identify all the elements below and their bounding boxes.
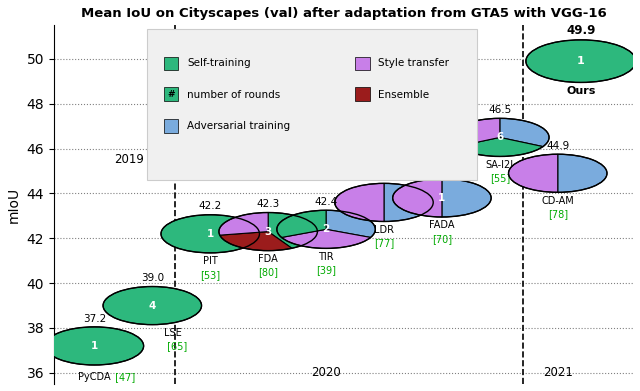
Text: 4: 4 bbox=[148, 301, 156, 310]
Wedge shape bbox=[442, 179, 491, 217]
Text: LSE: LSE bbox=[164, 328, 182, 338]
Text: [53]: [53] bbox=[200, 270, 220, 280]
Wedge shape bbox=[509, 154, 557, 192]
FancyBboxPatch shape bbox=[164, 87, 179, 100]
Text: LDR: LDR bbox=[374, 225, 394, 235]
Text: [47]: [47] bbox=[112, 372, 135, 382]
Wedge shape bbox=[45, 327, 143, 365]
Text: 1: 1 bbox=[577, 56, 585, 66]
Text: 42.3: 42.3 bbox=[257, 199, 280, 209]
Text: 2: 2 bbox=[323, 224, 330, 234]
Text: [78]: [78] bbox=[548, 209, 568, 219]
Wedge shape bbox=[268, 213, 317, 248]
Text: 1: 1 bbox=[438, 193, 445, 203]
Text: TIR: TIR bbox=[318, 252, 334, 262]
Text: SA-I2I: SA-I2I bbox=[486, 160, 514, 170]
Wedge shape bbox=[393, 179, 442, 217]
Wedge shape bbox=[451, 118, 500, 147]
Wedge shape bbox=[557, 154, 607, 192]
Wedge shape bbox=[277, 210, 326, 237]
FancyBboxPatch shape bbox=[355, 57, 369, 70]
Wedge shape bbox=[161, 215, 259, 253]
Wedge shape bbox=[282, 230, 371, 248]
Text: PyCDA: PyCDA bbox=[78, 372, 111, 382]
Wedge shape bbox=[500, 118, 549, 147]
Text: 42.2: 42.2 bbox=[198, 201, 222, 212]
Wedge shape bbox=[220, 231, 292, 251]
Text: 46.5: 46.5 bbox=[488, 105, 511, 115]
Text: 37.2: 37.2 bbox=[83, 314, 106, 323]
Text: 6: 6 bbox=[496, 133, 504, 142]
Text: [39]: [39] bbox=[316, 265, 336, 275]
Text: #: # bbox=[168, 90, 175, 99]
Text: 43.6: 43.6 bbox=[372, 170, 396, 180]
Text: number of rounds: number of rounds bbox=[187, 90, 280, 100]
Title: Mean IoU on Cityscapes (val) after adaptation from GTA5 with VGG-16: Mean IoU on Cityscapes (val) after adapt… bbox=[81, 7, 606, 20]
Y-axis label: mIoU: mIoU bbox=[7, 187, 21, 223]
FancyBboxPatch shape bbox=[164, 120, 179, 133]
Text: 1: 1 bbox=[207, 229, 214, 239]
Text: Ensemble: Ensemble bbox=[378, 90, 429, 100]
Text: PIT: PIT bbox=[203, 256, 218, 266]
Wedge shape bbox=[219, 213, 268, 235]
Text: CD-AM: CD-AM bbox=[541, 196, 574, 206]
Text: Self-training: Self-training bbox=[187, 58, 251, 68]
Text: 49.9: 49.9 bbox=[566, 24, 596, 37]
Wedge shape bbox=[384, 183, 433, 221]
Text: 44.9: 44.9 bbox=[546, 141, 570, 151]
FancyBboxPatch shape bbox=[147, 29, 477, 179]
Text: Ours: Ours bbox=[566, 86, 596, 96]
Text: [70]: [70] bbox=[432, 234, 452, 244]
Text: 2019: 2019 bbox=[114, 153, 144, 166]
Text: 2021: 2021 bbox=[543, 366, 573, 379]
Wedge shape bbox=[526, 40, 636, 83]
Wedge shape bbox=[335, 183, 384, 221]
Text: [65]: [65] bbox=[164, 341, 187, 352]
Text: 39.0: 39.0 bbox=[141, 273, 164, 283]
Text: [77]: [77] bbox=[374, 238, 394, 248]
Text: FDA: FDA bbox=[259, 254, 278, 264]
Text: 43.8: 43.8 bbox=[430, 165, 454, 176]
Text: 1: 1 bbox=[91, 341, 98, 351]
Text: 3: 3 bbox=[264, 226, 272, 237]
Text: Style transfer: Style transfer bbox=[378, 58, 449, 68]
Text: Adversarial training: Adversarial training bbox=[187, 122, 290, 131]
Text: FADA: FADA bbox=[429, 221, 454, 230]
FancyBboxPatch shape bbox=[355, 87, 369, 100]
Text: [80]: [80] bbox=[258, 267, 278, 278]
Text: [55]: [55] bbox=[490, 173, 510, 183]
Text: 42.4: 42.4 bbox=[314, 197, 338, 207]
FancyBboxPatch shape bbox=[164, 57, 179, 70]
Wedge shape bbox=[103, 287, 202, 325]
Text: 2020: 2020 bbox=[311, 366, 341, 379]
Wedge shape bbox=[457, 137, 543, 156]
Wedge shape bbox=[326, 210, 375, 237]
